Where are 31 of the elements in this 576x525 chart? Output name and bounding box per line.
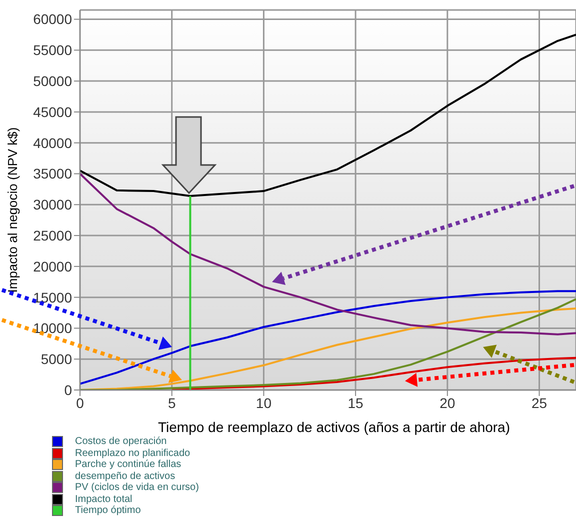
line-series [80, 172, 576, 336]
y-tick-label: 40000 [33, 134, 72, 151]
y-tick-label: 0 [64, 382, 72, 398]
line-series [170, 356, 576, 390]
y-axis-title: Impacto al negocio (NPV k$) [5, 127, 20, 293]
legend-label: PV (ciclos de vida en curso) [75, 482, 199, 494]
x-tick-label: 10 [256, 394, 272, 411]
y-tick-label: 45000 [33, 104, 72, 120]
x-tick-label: 15 [348, 394, 364, 411]
legend-label: Tiempo óptimo [75, 505, 141, 516]
legend-label: Impacto total [75, 494, 132, 505]
y-tick-label: 30000 [33, 196, 72, 213]
x-tick-label: 20 [440, 394, 456, 411]
x-tick-label: 0 [76, 394, 84, 411]
legend-label: Reemplazo no planificado [75, 448, 190, 459]
y-tick-label: 10000 [33, 320, 72, 336]
y-tick-label: 15000 [33, 289, 72, 306]
y-tick-label: 55000 [33, 42, 72, 58]
x-tick-label: 25 [531, 394, 548, 411]
legend-label: Costos de operación [75, 436, 167, 448]
y-tick-label: 25000 [33, 228, 72, 244]
y-tick-label: 50000 [33, 73, 72, 90]
legend-label: Parche y continúe fallas [75, 459, 182, 470]
y-tick-label: 35000 [33, 166, 72, 182]
x-axis-title: Tiempo de reemplazo de activos (años a partir de ahora) [158, 419, 510, 435]
y-tick-label: 5000 [40, 351, 72, 368]
line-series [80, 34, 576, 197]
legend-label: desempeño de activos [75, 470, 176, 482]
y-tick-label: 60000 [33, 11, 72, 28]
x-tick-label: 5 [168, 394, 176, 411]
y-tick-label: 20000 [33, 258, 72, 274]
